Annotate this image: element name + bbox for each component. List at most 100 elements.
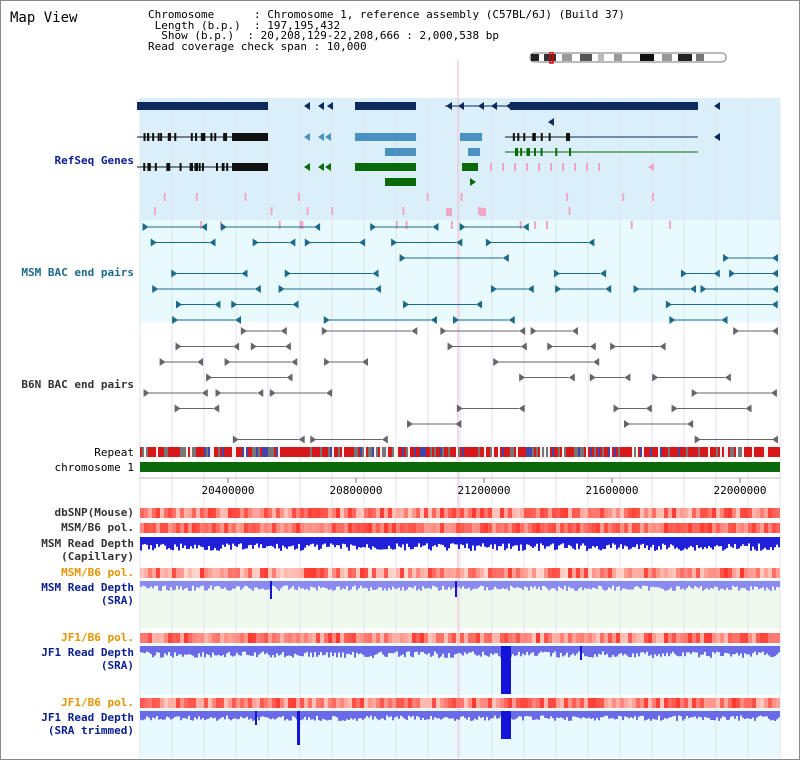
- track-label-msm-depth-cap-1[interactable]: MSM Read Depth: [41, 537, 134, 550]
- depth-bar: [624, 646, 626, 654]
- heat-cell: [760, 508, 764, 518]
- depth-bar: [226, 711, 228, 716]
- depth-bar: [552, 646, 554, 654]
- depth-bar: [600, 581, 602, 587]
- heat-cell: [564, 508, 568, 518]
- depth-bar: [300, 646, 302, 657]
- heat-cell: [524, 508, 528, 518]
- depth-bar: [658, 537, 660, 547]
- track-label-msm-bac[interactable]: MSM BAC end pairs: [21, 266, 134, 279]
- track-label-refseq[interactable]: RefSeq Genes: [54, 154, 134, 167]
- depth-bar: [334, 581, 336, 590]
- depth-bar: [384, 711, 386, 721]
- depth-bar: [522, 646, 524, 654]
- depth-bar: [574, 646, 576, 656]
- depth-bar: [372, 581, 374, 590]
- ruler-tick-label: 21200000: [458, 484, 511, 497]
- bac-end-marker: [770, 389, 777, 397]
- heat-cell: [308, 523, 312, 533]
- depth-bar: [448, 711, 450, 719]
- depth-bar: [198, 537, 200, 546]
- depth-bar: [540, 646, 542, 652]
- heat-cell: [628, 508, 632, 518]
- depth-bar: [718, 711, 720, 721]
- snp-mark: [244, 193, 247, 201]
- bac-end-marker: [589, 342, 596, 351]
- depth-bar: [414, 537, 416, 547]
- depth-bar: [584, 646, 586, 657]
- depth-bar: [610, 646, 612, 658]
- heat-cell: [520, 633, 524, 643]
- heat-cell: [628, 698, 632, 708]
- depth-bar: [188, 711, 190, 716]
- gene-exon: [189, 163, 192, 171]
- heat-cell: [364, 523, 368, 533]
- depth-bar: [184, 711, 186, 719]
- depth-bar: [664, 711, 666, 719]
- heat-cell: [176, 523, 180, 533]
- depth-bar: [648, 537, 650, 551]
- heat-cell: [616, 508, 620, 518]
- heat-cell: [324, 523, 328, 533]
- depth-bar: [624, 711, 626, 717]
- depth-bar: [148, 711, 150, 718]
- snp-mark: [534, 221, 537, 229]
- depth-bar: [576, 711, 578, 718]
- heat-cell: [176, 698, 180, 708]
- chromosome-ideogram[interactable]: [528, 52, 728, 64]
- depth-bar: [574, 581, 576, 591]
- depth-bar: [620, 581, 622, 591]
- depth-bar: [548, 646, 550, 653]
- track-label-jf1-depth-sra-1[interactable]: JF1 Read Depth: [41, 646, 134, 659]
- repeat-element: [570, 447, 572, 457]
- depth-bar: [358, 537, 360, 548]
- depth-bar: [464, 711, 466, 718]
- repeat-element: [190, 447, 192, 457]
- heat-cell: [348, 698, 352, 708]
- depth-bar: [158, 537, 160, 547]
- heat-cell: [316, 568, 320, 578]
- refseq-genes-track: [137, 102, 720, 229]
- depth-bar: [500, 581, 502, 590]
- depth-bar: [164, 646, 166, 654]
- depth-bar: [290, 646, 292, 656]
- snp-mark: [395, 221, 398, 229]
- repeat-element: [532, 447, 534, 457]
- depth-bar: [534, 537, 536, 547]
- heat-cell: [600, 568, 604, 578]
- strand-arrow: [325, 163, 331, 171]
- heat-cell: [444, 568, 448, 578]
- depth-bar: [290, 711, 292, 721]
- heat-cell: [268, 568, 272, 578]
- track-label-jf1-b6-pol-2[interactable]: JF1/B6 pol.: [61, 696, 134, 709]
- depth-bar: [770, 646, 772, 657]
- repeat-element: [558, 447, 560, 457]
- gene-exon: [200, 133, 203, 141]
- depth-bar: [206, 711, 208, 720]
- heat-cell: [692, 568, 696, 578]
- heat-cell: [328, 523, 332, 533]
- heat-cell: [196, 633, 200, 643]
- depth-bar: [464, 581, 466, 589]
- heat-cell: [296, 508, 300, 518]
- track-label-jf1-depth-trim-1[interactable]: JF1 Read Depth: [41, 711, 134, 724]
- heat-cell: [404, 698, 408, 708]
- repeat-element: [522, 447, 524, 457]
- repeat-element: [416, 447, 418, 457]
- track-label-msm-b6-pol[interactable]: MSM/B6 pol.: [61, 521, 134, 534]
- track-label-msm-b6-pol-2[interactable]: MSM/B6 pol.: [61, 566, 134, 579]
- track-label-msm-depth-sra-1[interactable]: MSM Read Depth: [41, 581, 134, 594]
- track-label-jf1-b6-pol[interactable]: JF1/B6 pol.: [61, 631, 134, 644]
- heat-cell: [212, 508, 216, 518]
- depth-bar: [244, 581, 246, 586]
- depth-bar: [378, 646, 380, 653]
- track-label-dbsnp[interactable]: dbSNP(Mouse): [54, 506, 134, 519]
- heat-cell: [692, 633, 696, 643]
- track-label-b6n-bac[interactable]: B6N BAC end pairs: [21, 378, 134, 391]
- depth-bar: [574, 711, 576, 717]
- depth-bar: [732, 537, 734, 548]
- depth-bar: [302, 581, 304, 589]
- depth-bar: [604, 537, 606, 550]
- heat-cell: [360, 568, 364, 578]
